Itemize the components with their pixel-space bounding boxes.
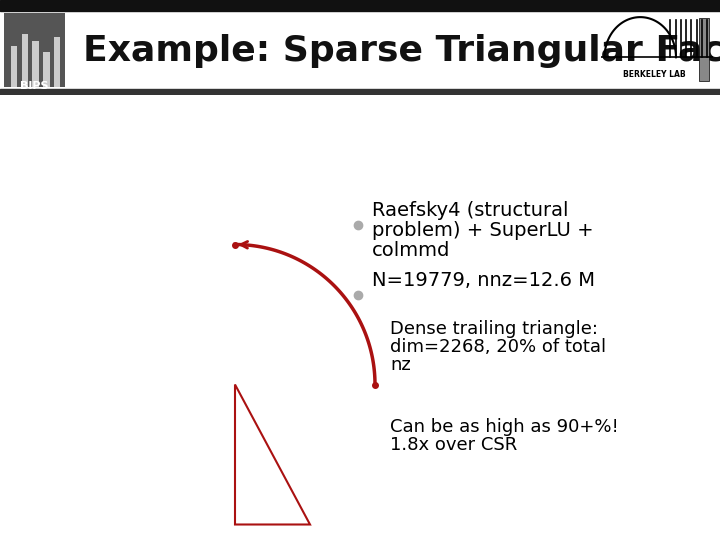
Bar [22, 34, 28, 87]
Bar [11, 46, 17, 87]
Text: BERKELEY LAB: BERKELEY LAB [624, 70, 686, 79]
Bar [54, 37, 60, 87]
Text: problem) + SuperLU +: problem) + SuperLU + [372, 221, 593, 240]
Bar [0, 89, 720, 94]
Bar [0, 0, 720, 11]
Text: N=19779, nnz=12.6 M: N=19779, nnz=12.6 M [372, 272, 595, 291]
Text: Example: Sparse Triangular Factor: Example: Sparse Triangular Factor [83, 34, 720, 68]
Text: Can be as high as 90+%!: Can be as high as 90+%! [390, 418, 618, 436]
Text: BIPS: BIPS [20, 80, 49, 91]
Text: dim=2268, 20% of total: dim=2268, 20% of total [390, 339, 606, 356]
Bar [32, 41, 39, 87]
Bar [699, 18, 709, 80]
Text: nz: nz [390, 356, 410, 375]
Text: 1.8x over CSR: 1.8x over CSR [390, 436, 517, 455]
Text: Raefsky4 (structural: Raefsky4 (structural [372, 201, 569, 220]
Bar [43, 51, 50, 87]
Text: colmmd: colmmd [372, 241, 451, 260]
Text: Dense trailing triangle:: Dense trailing triangle: [390, 321, 598, 339]
FancyBboxPatch shape [4, 13, 65, 87]
